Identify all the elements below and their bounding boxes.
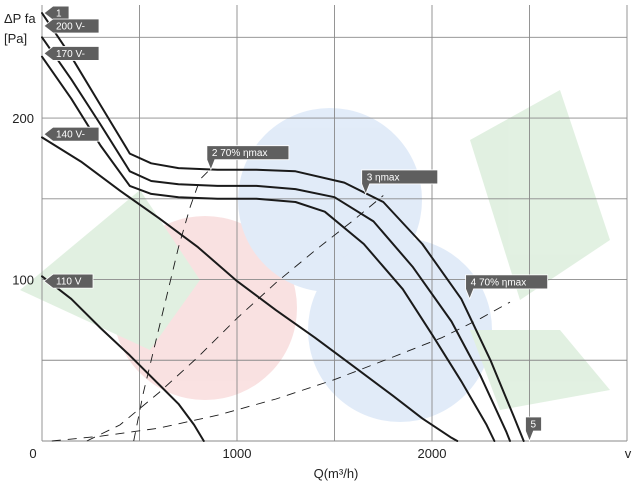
fan-curve (41, 55, 496, 442)
tick-labels: 0 1000 2000 100 200 (12, 111, 446, 461)
fan-curves (41, 12, 525, 442)
tag-shape (206, 145, 290, 171)
tag-shape (465, 274, 549, 300)
curve-tag: 200 V- (43, 18, 100, 34)
tag-shape (43, 126, 100, 142)
tag-shape (361, 169, 439, 196)
curve-tag: 140 V- (43, 126, 100, 142)
y-tick-label: 100 (12, 273, 34, 288)
tag-shape (43, 18, 100, 34)
curve-tag: 110 V (43, 273, 94, 289)
x-tick-label: 2000 (418, 446, 447, 461)
x-axis-unit-label: v (625, 446, 632, 461)
y-axis-title-line-1: ΔP fa (4, 11, 36, 26)
fan-curve (41, 12, 525, 442)
watermark-logo (20, 90, 610, 422)
efficiency-lines (51, 169, 511, 442)
axis-labels: ΔP fa [Pa] Q(m³/h) v (4, 11, 632, 481)
tag-shape (43, 273, 94, 289)
fan-curve (41, 36, 511, 442)
tag-label: 1 (56, 9, 62, 20)
x-axis-title: Q(m³/h) (314, 466, 359, 481)
tag-label: 140 V- (56, 130, 85, 141)
tag-shape (43, 5, 70, 21)
tag-label: 4 70% ηmax (471, 277, 527, 288)
curve-tag: 1 (43, 5, 70, 21)
y-axis-title-line-2: [Pa] (4, 31, 27, 46)
tag-label: 5 (531, 420, 537, 431)
tag-shape (43, 46, 100, 61)
x-tick-label: 0 (29, 446, 36, 461)
fan-curve (41, 275, 205, 442)
fan-curve (41, 136, 459, 442)
curve-tag: 170 V- (43, 46, 100, 61)
tag-label: 110 V (56, 277, 82, 288)
tag-shape (525, 416, 542, 443)
curve-tag: 3 ηmax (361, 169, 439, 196)
tag-label: 3 ηmax (367, 172, 400, 183)
y-tick-label: 200 (12, 111, 34, 126)
curve-tag: 2 70% ηmax (206, 145, 290, 171)
tag-label: 2 70% ηmax (212, 148, 268, 159)
curve-tag: 4 70% ηmax (465, 274, 549, 300)
curve-tag: 5 (525, 416, 542, 443)
tag-label: 200 V- (56, 21, 85, 32)
efficiency-dashed-line (51, 301, 511, 442)
x-tick-label: 1000 (223, 446, 252, 461)
efficiency-dashed-line (86, 195, 384, 442)
tag-label: 170 V- (56, 49, 85, 60)
